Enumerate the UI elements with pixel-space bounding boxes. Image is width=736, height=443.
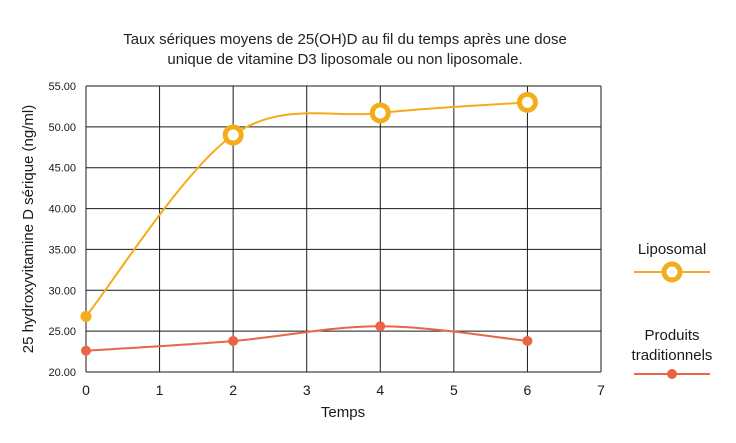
chart-title: Taux sériques moyens de 25(OH)D au fil d… bbox=[0, 30, 690, 70]
series-line-liposomal bbox=[85, 101, 528, 318]
legend-marker-produits-traditionnels bbox=[667, 369, 677, 379]
legend-item-liposomal: Liposomal bbox=[634, 241, 710, 283]
y-tick-label: 25.00 bbox=[48, 326, 76, 338]
legend-marker-liposomal bbox=[661, 261, 683, 283]
legend-label: traditionnels bbox=[632, 347, 713, 364]
y-tick-label: 50.00 bbox=[48, 122, 76, 134]
legend-label: Liposomal bbox=[638, 241, 706, 258]
y-tick-labels: 20.00 25.00 30.00 35.00 40.00 45.00 50.00 55.00 bbox=[48, 81, 76, 379]
series-line-produits-traditionnels bbox=[85, 325, 528, 352]
data-point-produits-traditionnels bbox=[522, 335, 533, 346]
y-axis-label: 25 hydroxyvitamine D sérique (ng/ml) bbox=[20, 105, 37, 353]
y-tick-label: 20.00 bbox=[48, 367, 76, 379]
y-tick-label: 40.00 bbox=[48, 204, 76, 216]
x-tick-label: 0 bbox=[82, 382, 90, 398]
x-tick-label: 3 bbox=[303, 382, 311, 398]
x-tick-labels: 0 1 2 3 4 5 6 7 bbox=[82, 382, 605, 398]
chart-title-line-1: Taux sériques moyens de 25(OH)D au fil d… bbox=[123, 31, 567, 48]
y-tick-label: 45.00 bbox=[48, 163, 76, 175]
data-point-liposomal bbox=[516, 91, 538, 113]
y-tick-label: 55.00 bbox=[48, 81, 76, 93]
legend: Liposomal Produits traditionnels bbox=[632, 241, 713, 379]
y-tick-label: 35.00 bbox=[48, 244, 76, 256]
legend-label: Produits bbox=[644, 327, 699, 344]
x-tick-label: 2 bbox=[229, 382, 237, 398]
x-tick-label: 1 bbox=[156, 382, 164, 398]
x-tick-label: 4 bbox=[376, 382, 384, 398]
legend-item-produits-traditionnels: Produits traditionnels bbox=[632, 327, 713, 379]
data-point-liposomal bbox=[222, 124, 244, 146]
chart-title-line-2: unique de vitamine D3 liposomale ou non … bbox=[167, 51, 523, 68]
y-tick-label: 30.00 bbox=[48, 285, 76, 297]
series-group bbox=[80, 91, 538, 356]
series-liposomal bbox=[80, 91, 538, 322]
x-tick-label: 7 bbox=[597, 382, 605, 398]
x-tick-label: 5 bbox=[450, 382, 458, 398]
series-produits-traditionnels bbox=[81, 321, 533, 356]
data-point-liposomal bbox=[369, 102, 391, 124]
x-axis-label: Temps bbox=[321, 404, 365, 421]
data-point-produits-traditionnels bbox=[228, 335, 239, 346]
data-point-liposomal bbox=[80, 310, 92, 322]
data-point-produits-traditionnels bbox=[375, 321, 386, 332]
x-tick-label: 6 bbox=[524, 382, 532, 398]
data-point-produits-traditionnels bbox=[81, 345, 91, 356]
